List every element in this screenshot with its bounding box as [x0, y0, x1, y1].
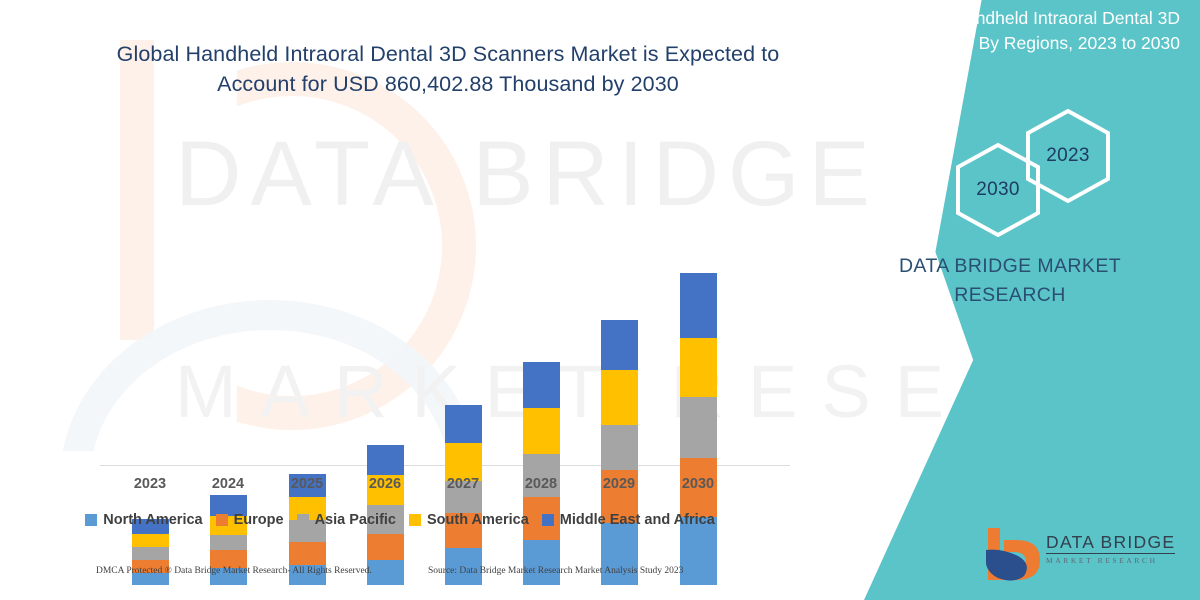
bar-2026 — [366, 445, 404, 585]
hexagon-badges: 2030 2023 — [922, 108, 1112, 238]
bar-segment — [522, 362, 560, 408]
legend-swatch-icon — [215, 514, 228, 526]
x-axis-label-2023: 2023 — [133, 476, 167, 492]
bar-segment — [522, 408, 560, 454]
bar-segment — [679, 517, 717, 585]
bar-segment — [522, 540, 560, 585]
legend-label: Europe — [233, 512, 284, 528]
bar-segment — [288, 542, 326, 565]
bar-2030 — [679, 273, 717, 585]
bar-segment — [444, 548, 482, 585]
bar-2028 — [522, 362, 560, 585]
hexagon-badge-2023: 2023 — [1024, 108, 1112, 204]
legend-swatch-icon — [409, 514, 421, 526]
hexagon-badge-2030: 2030 — [954, 142, 1042, 238]
x-axis-label-2024: 2024 — [211, 476, 245, 492]
x-axis-label-2027: 2027 — [446, 476, 480, 492]
legend-item-europe[interactable]: Europe — [215, 512, 284, 528]
logo-main-text: DATA BRIDGE — [1046, 532, 1176, 555]
x-axis-label-2026: 2026 — [368, 476, 402, 492]
panel-title: Global Handheld Intraoral Dental 3D Scan… — [836, 8, 1180, 54]
footer-copyright: DMCA Protected ® Data Bridge Market Rese… — [96, 566, 372, 576]
bar-segment — [679, 338, 717, 397]
logo-sub-text: MARKET RESEARCH — [1046, 556, 1158, 566]
company-logo: DATA BRIDGE MARKET RESEARCH — [984, 524, 1192, 586]
bar-segment — [444, 513, 482, 548]
legend-item-north-america[interactable]: North America — [85, 512, 203, 528]
bar-segment — [131, 547, 169, 560]
logo-wordmark: DATA BRIDGE MARKET RESEARCH — [1046, 532, 1192, 565]
footer: DMCA Protected ® Data Bridge Market Rese… — [0, 566, 800, 586]
x-axis-labels: 2023 2024 2025 2026 2027 2028 2029 2030 — [100, 476, 800, 498]
bar-segment — [679, 273, 717, 338]
bar-segment — [679, 397, 717, 458]
bar-segment — [288, 474, 326, 497]
bar-segment — [366, 505, 404, 534]
bar-2029 — [600, 320, 638, 585]
legend-label: Middle East and Africa — [559, 512, 715, 528]
legend-swatch-icon — [85, 514, 98, 526]
legend-label: North America — [103, 512, 203, 528]
bar-segment — [131, 534, 169, 547]
bar-segment — [366, 475, 404, 505]
chart-plot-area — [100, 120, 800, 585]
hexagon-icon — [1026, 108, 1110, 204]
legend-item-south-america[interactable]: South America — [409, 512, 529, 528]
bar-segment — [131, 573, 169, 585]
page-title: Global Handheld Intraoral Dental 3D Scan… — [116, 42, 780, 96]
bar-2027 — [444, 405, 482, 585]
x-axis-label-2028: 2028 — [524, 476, 558, 492]
bar-segment — [209, 568, 247, 585]
x-axis-label-2029: 2029 — [602, 476, 636, 492]
bar-segment — [209, 495, 247, 516]
bar-segment — [600, 425, 638, 470]
legend-swatch-icon — [296, 514, 309, 526]
legend-label: South America — [427, 512, 529, 528]
chart-legend: North America Europe Asia Pacific South Ame… — [0, 512, 800, 528]
bar-segment — [209, 550, 247, 568]
x-axis-label-2025: 2025 — [290, 476, 324, 492]
x-axis-label-2030: 2030 — [681, 476, 715, 492]
bar-segment — [131, 560, 169, 573]
bar-segment — [444, 443, 482, 481]
bar-segment — [600, 470, 638, 523]
bar-segment — [131, 519, 169, 534]
legend-label: Asia Pacific — [314, 512, 396, 528]
hexagon-label-2030: 2030 — [976, 179, 1020, 200]
bar-segment — [366, 560, 404, 585]
legend-item-middle-east-and-africa[interactable]: Middle East and Africa — [541, 512, 715, 528]
legend-swatch-icon — [541, 514, 554, 526]
brand-heading: DATA BRIDGE MARKET RESEARCH — [898, 255, 1122, 307]
data-bridge-logo-icon — [986, 528, 1040, 581]
bar-segment — [600, 370, 638, 425]
bar-segment — [600, 523, 638, 585]
bar-segment — [444, 481, 482, 513]
bar-segment — [209, 535, 247, 550]
footer-source: Source: Data Bridge Market Research Mark… — [428, 566, 684, 576]
legend-item-asia-pacific[interactable]: Asia Pacific — [296, 512, 396, 528]
bar-segment — [288, 565, 326, 585]
hexagon-icon — [956, 142, 1040, 238]
bar-segment — [366, 534, 404, 560]
bar-segment — [600, 320, 638, 370]
bar-2023 — [131, 519, 169, 585]
bar-segment — [522, 454, 560, 497]
bar-segment — [444, 405, 482, 443]
bar-segment — [366, 445, 404, 475]
hexagon-label-2023: 2023 — [1046, 145, 1090, 166]
bar-segment — [679, 458, 717, 517]
